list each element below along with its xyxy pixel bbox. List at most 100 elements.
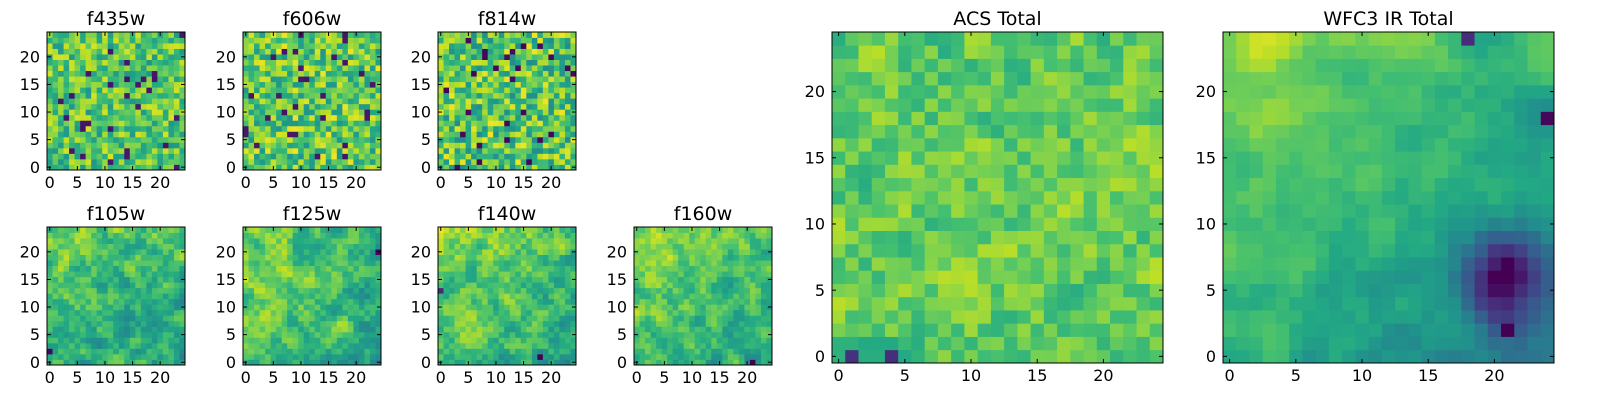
heatmap-cell (96, 142, 103, 149)
heatmap-cell (1004, 283, 1018, 298)
heatmap-cell (449, 243, 455, 250)
heatmap-cell (157, 293, 164, 300)
heatmap-cell (364, 293, 371, 300)
heatmap-cell (243, 65, 249, 72)
heatmap-cell (281, 120, 288, 127)
heatmap-cell (173, 298, 180, 305)
heatmap-cell (331, 164, 338, 171)
heatmap-cell (146, 59, 153, 66)
heatmap-cell (74, 103, 81, 110)
heatmap-cell (74, 353, 81, 360)
heatmap-cell (113, 142, 120, 149)
heatmap-cell (52, 103, 59, 110)
heatmap-cell (553, 359, 560, 366)
heatmap-cell (259, 81, 266, 88)
heatmap-cell (515, 54, 522, 60)
heatmap-cell (700, 260, 707, 267)
heatmap-cell (564, 348, 571, 355)
heatmap-cell (74, 70, 81, 77)
heatmap-cell (531, 265, 538, 272)
heatmap-cell (465, 109, 472, 116)
heatmap-cell (85, 131, 92, 138)
heatmap-cell (1057, 310, 1071, 324)
heatmap-cell (162, 326, 169, 333)
heatmap-cell (113, 37, 120, 44)
heatmap-cell (564, 337, 571, 344)
heatmap-cell (1083, 190, 1098, 205)
heatmap-cell (1149, 270, 1164, 284)
heatmap-cell (476, 276, 483, 283)
heatmap-cell (537, 298, 544, 305)
heatmap-cell (531, 131, 538, 138)
heatmap-cell (471, 249, 478, 255)
heatmap-cell (243, 92, 249, 99)
heatmap-cell (342, 103, 349, 110)
y-tick-label: 0 (226, 158, 236, 177)
heatmap-cell (325, 331, 332, 338)
heatmap-cell (884, 323, 899, 337)
heatmap-cell (1004, 230, 1018, 245)
heatmap-cell (179, 315, 186, 322)
heatmap-cell (298, 265, 305, 272)
heatmap-cell (487, 114, 494, 121)
heatmap-cell (564, 243, 571, 250)
heatmap-cell (672, 331, 679, 338)
heatmap-cell (96, 32, 103, 38)
heatmap-cell (548, 131, 555, 138)
heatmap-cell (749, 271, 756, 278)
heatmap-cell (254, 158, 260, 165)
heatmap-cell (69, 265, 75, 272)
heatmap-cell (858, 177, 873, 192)
heatmap-cell (173, 131, 180, 138)
heatmap-cell (80, 359, 87, 366)
heatmap-cell (1043, 230, 1058, 245)
heatmap-cell (639, 337, 646, 344)
heatmap-cell (102, 315, 109, 322)
heatmap-cell (107, 227, 114, 233)
heatmap-cell (369, 153, 376, 160)
heatmap-cell (504, 65, 511, 72)
heatmap-cell (1136, 204, 1151, 218)
heatmap-cell (727, 331, 734, 338)
heatmap-cell (47, 114, 53, 121)
heatmap-cell (845, 310, 859, 324)
heatmap-cell (146, 359, 153, 366)
heatmap-cell (168, 337, 175, 344)
heatmap-cell (369, 282, 376, 289)
heatmap-cell (531, 238, 538, 244)
heatmap-cell (722, 331, 729, 338)
heatmap-cell (303, 136, 310, 143)
heatmap-cell (711, 353, 718, 360)
heatmap-cell (443, 70, 450, 77)
heatmap-cell (1057, 217, 1071, 231)
heatmap-cell (281, 153, 288, 160)
heatmap-cell (465, 353, 472, 360)
heatmap-cell (537, 131, 544, 138)
heatmap-cell (151, 136, 158, 143)
heatmap-cell (498, 342, 505, 349)
heatmap-cell (559, 147, 566, 154)
heatmap-cell (634, 243, 640, 250)
y-tick-label: 15 (216, 270, 236, 289)
heatmap-cell (465, 320, 472, 327)
heatmap-cell (248, 309, 255, 316)
heatmap-cell (243, 348, 249, 355)
heatmap-cell (287, 142, 294, 149)
heatmap-cell (700, 309, 707, 316)
heatmap-cell (292, 65, 299, 72)
heatmap-cell (140, 265, 147, 272)
heatmap-cell (113, 81, 120, 88)
heatmap-cell (292, 98, 299, 105)
heatmap-cell (471, 164, 478, 171)
heatmap-cell (755, 315, 762, 322)
heatmap-cell (179, 92, 186, 99)
heatmap-cell (694, 287, 701, 294)
heatmap-cell (151, 320, 158, 327)
heatmap-cell (504, 114, 511, 121)
heatmap-cell (375, 342, 382, 349)
heatmap-cell (487, 103, 494, 110)
heatmap-cell (259, 65, 266, 72)
heatmap-cell (168, 254, 175, 261)
heatmap-cell (281, 87, 288, 94)
heatmap-cell (91, 293, 98, 300)
